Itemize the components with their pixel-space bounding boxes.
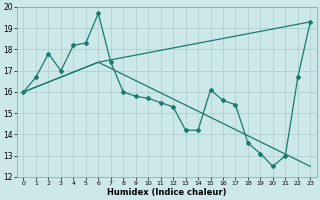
X-axis label: Humidex (Indice chaleur): Humidex (Indice chaleur)	[107, 188, 227, 197]
